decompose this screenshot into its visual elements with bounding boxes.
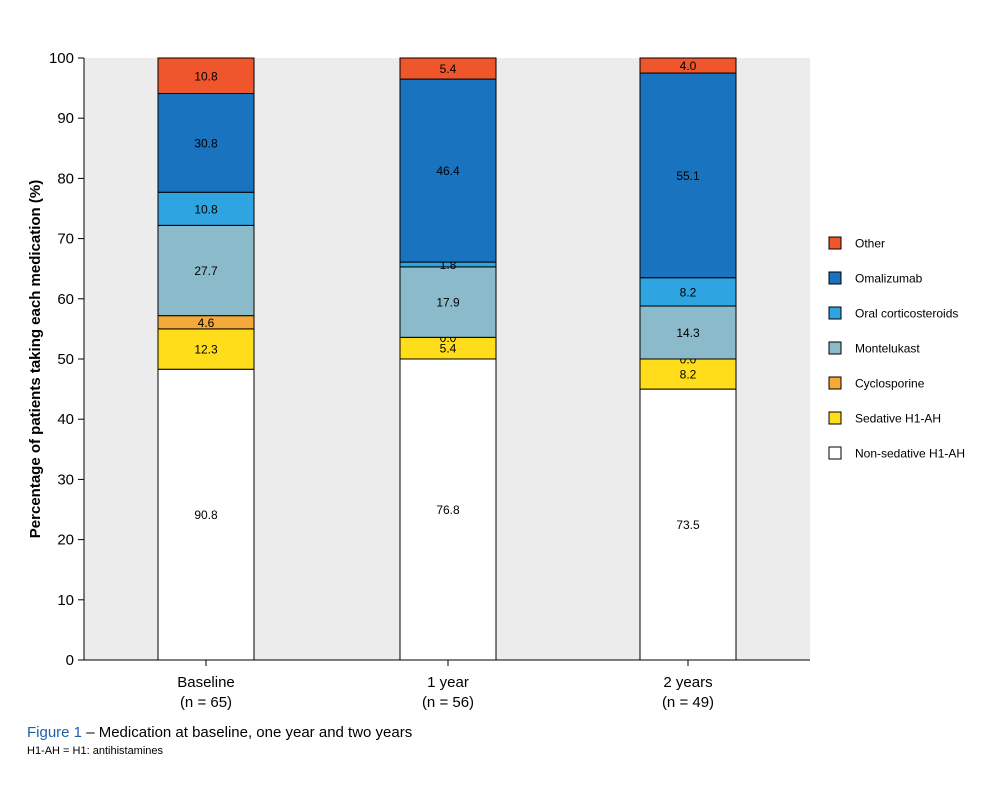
bar-segment <box>399 78 497 263</box>
data-label: 27.7 <box>194 264 218 278</box>
bar-3: 73.58.20.014.38.255.14.0 <box>639 57 737 661</box>
legend-label: Montelukast <box>855 342 920 356</box>
legend-label: Sedative H1-AH <box>855 412 941 426</box>
y-tick-label: 0 <box>66 652 74 669</box>
bar-segment <box>157 224 255 317</box>
x-tick-sublabel: (n = 49) <box>662 694 714 711</box>
y-tick-label: 10 <box>57 592 74 609</box>
bar-2: 76.85.40.017.91.846.45.4 <box>399 57 497 661</box>
legend-label: Other <box>855 237 885 251</box>
y-tick-label: 70 <box>57 231 74 248</box>
x-tick-sublabel: (n = 56) <box>422 694 474 711</box>
figure-caption: Figure 1 – Medication at baseline, one y… <box>27 724 412 741</box>
data-label: 46.4 <box>436 164 460 178</box>
x-tick-label: Baseline <box>177 674 235 691</box>
data-label: 5.4 <box>440 62 457 76</box>
legend-swatch <box>828 411 842 425</box>
figure-number: Figure 1 <box>27 724 83 741</box>
data-label: 90.8 <box>194 508 218 522</box>
legend-swatch <box>828 306 842 320</box>
data-label: 10.8 <box>194 202 218 216</box>
bar-segment <box>157 191 255 226</box>
data-label: 73.5 <box>676 518 700 532</box>
bar-segment <box>639 277 737 307</box>
data-label: 76.8 <box>436 503 460 517</box>
bar-segment <box>639 72 737 279</box>
legend-label: Oral corticosteroids <box>855 307 958 321</box>
data-label: 30.8 <box>194 136 218 150</box>
y-tick-label: 50 <box>57 351 74 368</box>
legend-swatch <box>828 341 842 355</box>
bar-segment <box>639 57 737 74</box>
y-tick-label: 100 <box>49 50 74 67</box>
legend-swatch <box>828 271 842 285</box>
bar-segment <box>399 266 497 338</box>
bar-segment <box>157 93 255 193</box>
data-label: 17.9 <box>436 296 460 310</box>
legend-label: Cyclosporine <box>855 377 925 391</box>
legend-swatch <box>828 446 842 460</box>
y-tick-label: 90 <box>57 110 74 127</box>
x-tick-label: 1 year <box>427 674 469 691</box>
bar-segment <box>157 368 255 661</box>
y-tick-label: 40 <box>57 411 74 428</box>
bar-1: 90.8 12.3 4.6 27.7 10.8 30.8 10.8 <box>157 57 255 661</box>
bar-segment <box>399 358 497 661</box>
data-label: 12.3 <box>194 343 218 357</box>
y-tick-label: 60 <box>57 291 74 308</box>
x-tick-sublabel: (n = 65) <box>180 694 232 711</box>
bar-segment <box>157 57 255 95</box>
y-tick-label: 30 <box>57 471 74 488</box>
legend-label: Non-sedative H1-AH <box>855 447 965 461</box>
bar-segment <box>639 358 737 390</box>
data-label: 8.2 <box>680 368 697 382</box>
x-tick-label: 2 years <box>663 674 712 691</box>
y-tick-label: 20 <box>57 532 74 549</box>
data-label: 4.6 <box>198 316 215 330</box>
legend-swatch <box>828 236 842 250</box>
data-label: 5.4 <box>440 342 457 356</box>
data-label: 4.0 <box>680 59 697 73</box>
data-label: 14.3 <box>676 326 700 340</box>
data-label: 8.2 <box>680 285 697 299</box>
legend-label: Omalizumab <box>855 272 923 286</box>
data-label: 10.8 <box>194 69 218 83</box>
bar-segment <box>157 328 255 370</box>
bar-segment <box>639 305 737 360</box>
y-axis-label: Percentage of patients taking each medic… <box>27 180 44 538</box>
bar-segment <box>639 388 737 661</box>
figure-footnote: H1-AH = H1: antihistamines <box>27 745 164 757</box>
legend-swatch <box>828 376 842 390</box>
data-label: 55.1 <box>676 169 700 183</box>
y-tick-label: 80 <box>57 170 74 187</box>
legend: Other Omalizumab Oral corticosteroids Monte… <box>828 236 965 461</box>
bar-segment <box>399 57 497 80</box>
figure-caption-text: – Medication at baseline, one year and t… <box>82 724 413 741</box>
